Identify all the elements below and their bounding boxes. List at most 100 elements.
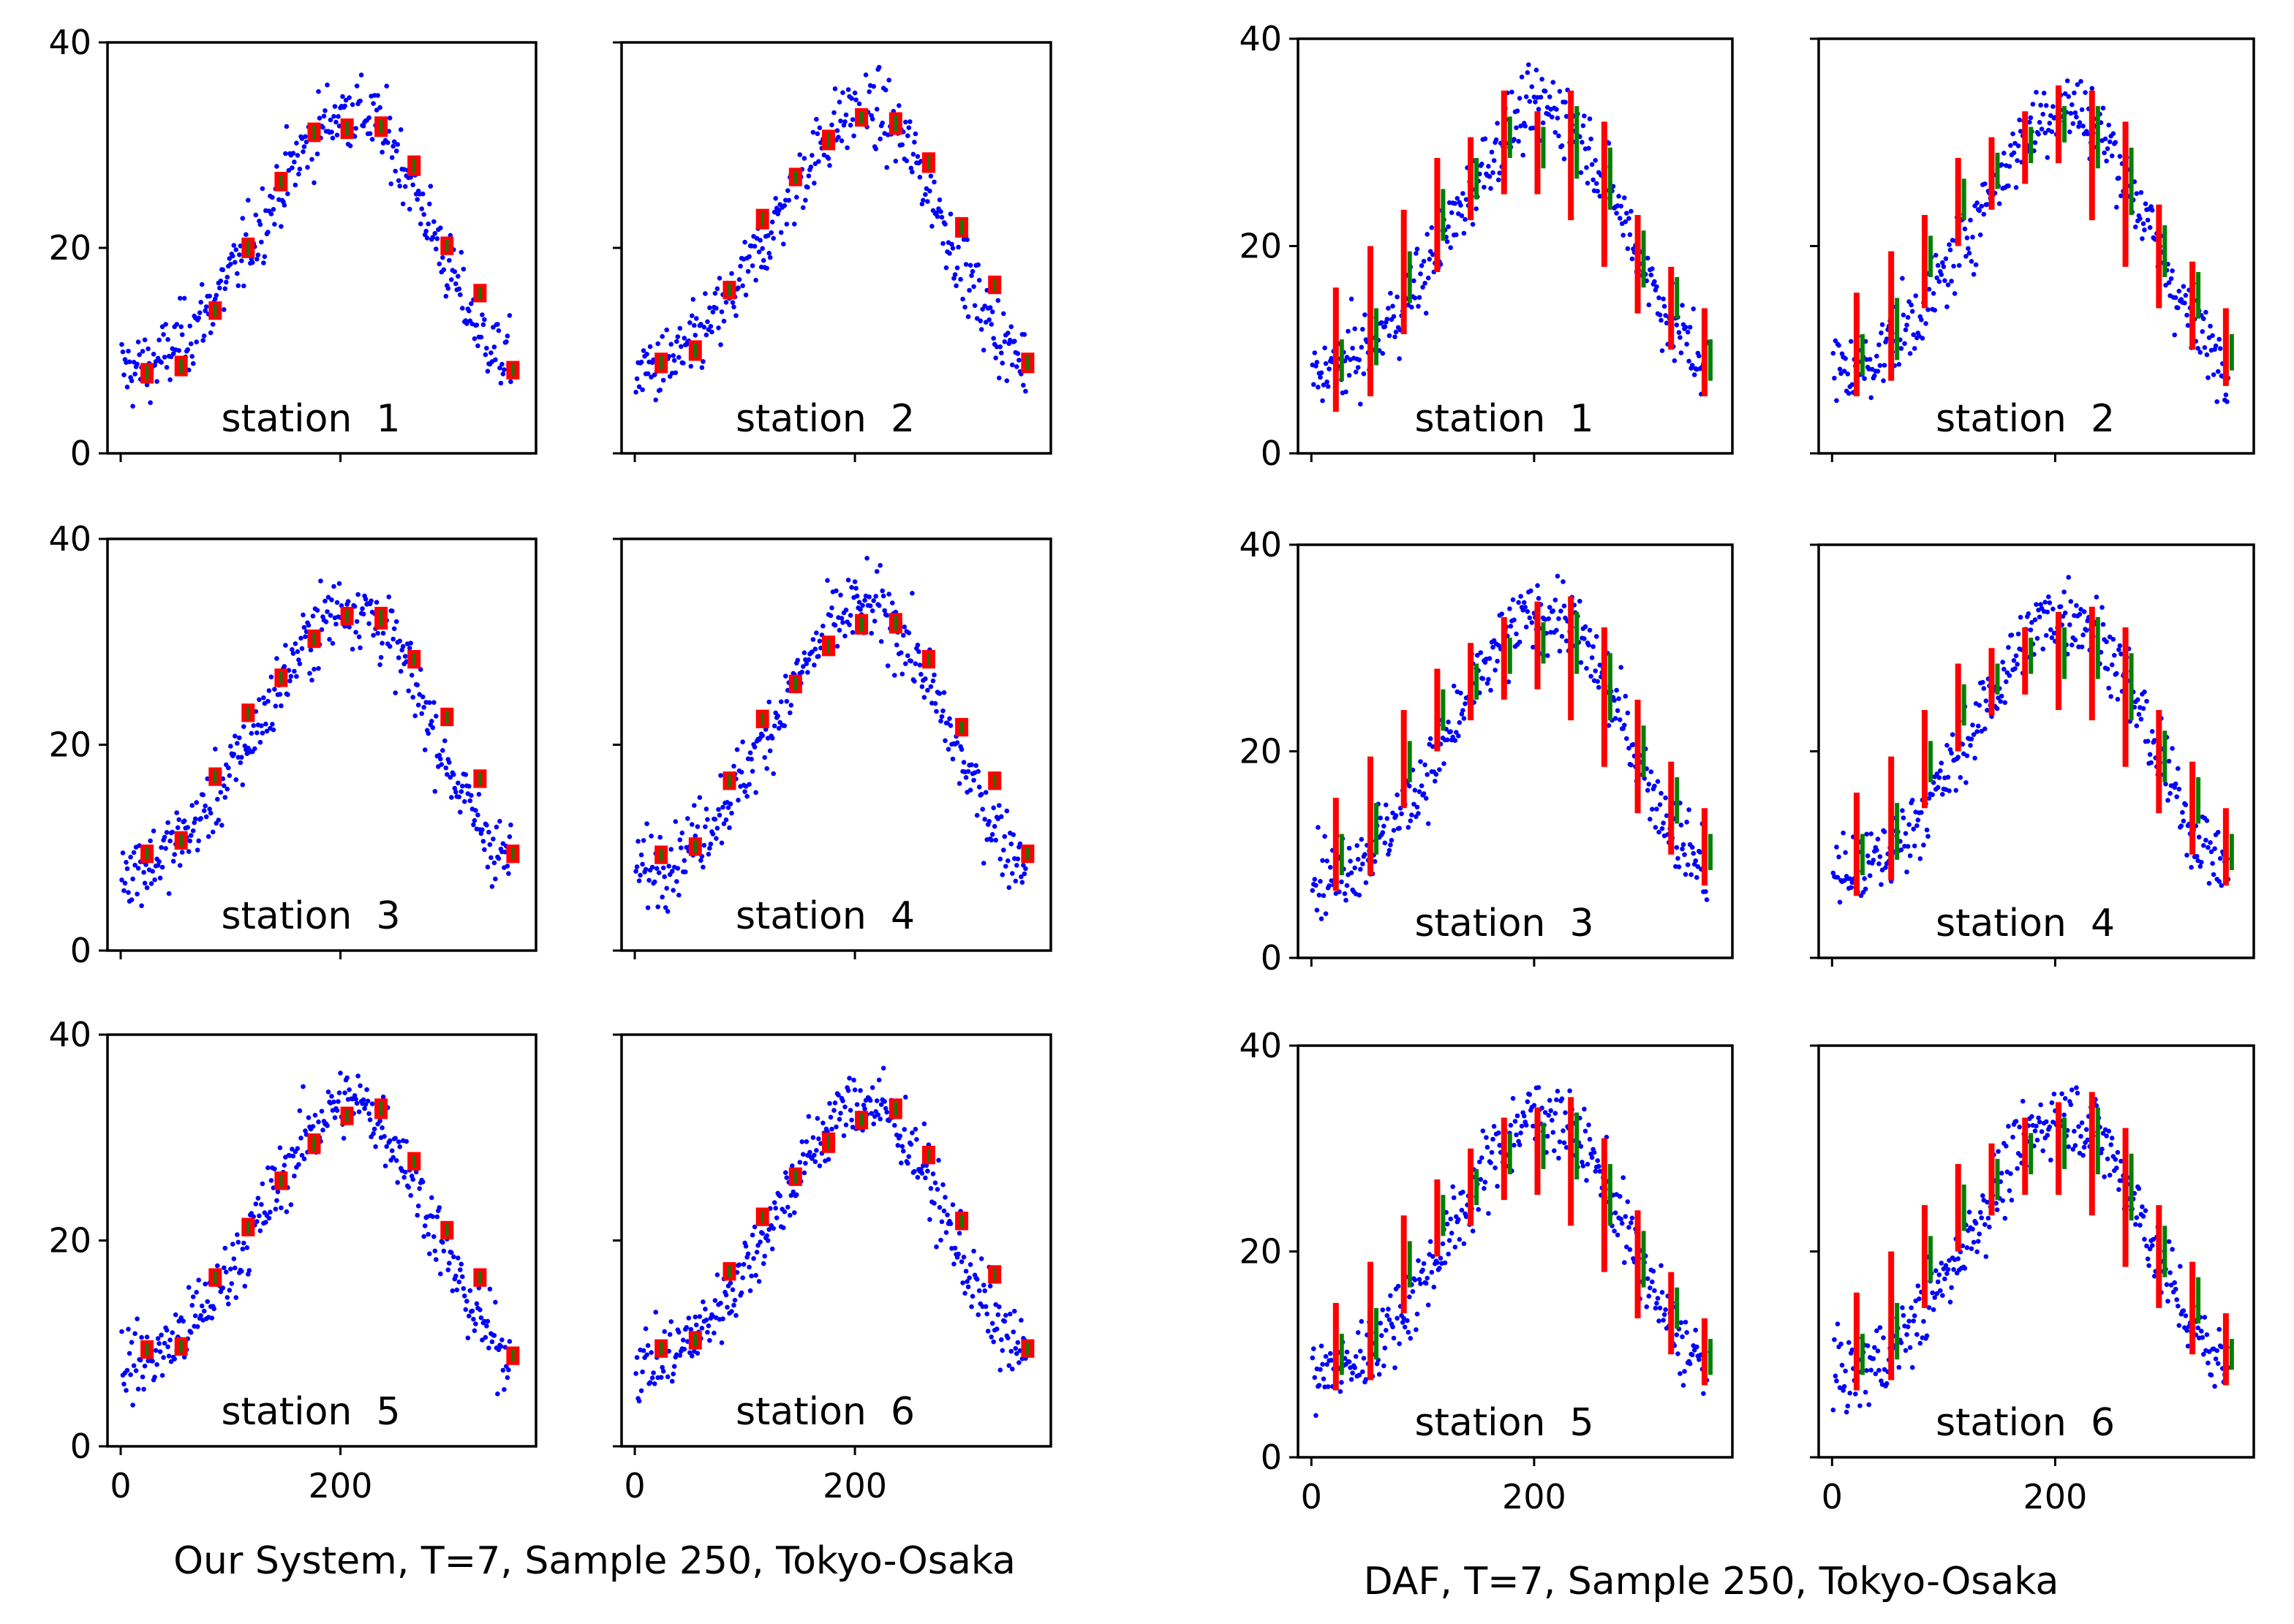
data-point	[810, 1135, 816, 1140]
data-point	[664, 327, 669, 333]
data-point	[791, 1189, 796, 1195]
data-point	[703, 1307, 708, 1312]
data-point	[2172, 332, 2177, 338]
data-point	[660, 865, 666, 871]
data-point	[505, 864, 510, 869]
data-point	[967, 788, 973, 793]
data-point	[1938, 1288, 1943, 1293]
data-point	[1425, 821, 1431, 826]
data-point	[1508, 624, 1514, 629]
data-point	[438, 756, 443, 762]
data-point	[2100, 622, 2106, 627]
data-point	[1617, 216, 1623, 221]
data-point	[1659, 826, 1665, 831]
data-point	[1909, 309, 1915, 314]
data-point	[200, 338, 206, 343]
data-point	[750, 1232, 755, 1238]
data-point	[957, 781, 962, 786]
data-point	[767, 254, 773, 260]
data-point	[989, 831, 995, 837]
station-label: station 4	[1936, 902, 2115, 945]
data-point	[2195, 1325, 2200, 1331]
data-point	[858, 1088, 863, 1093]
data-point	[801, 156, 807, 161]
data-point	[986, 317, 992, 322]
data-point	[730, 300, 736, 306]
data-point	[254, 257, 260, 262]
data-point	[1561, 1128, 1566, 1133]
data-point	[413, 1169, 419, 1175]
data-point	[2195, 346, 2200, 351]
data-point	[237, 735, 242, 741]
data-point	[407, 646, 412, 651]
data-point	[1904, 869, 1909, 875]
data-point	[1659, 1290, 1665, 1295]
data-point	[2034, 1137, 2040, 1143]
data-point	[1680, 846, 1685, 852]
data-point	[1525, 70, 1531, 75]
data-point	[1933, 1268, 1939, 1274]
data-point	[1874, 353, 1879, 359]
data-point	[1391, 828, 1397, 833]
data-point	[408, 175, 413, 180]
data-point	[2050, 104, 2056, 109]
data-point	[733, 313, 739, 319]
data-point	[1901, 312, 1906, 318]
data-point	[1495, 1130, 1501, 1136]
data-point	[196, 1277, 202, 1283]
data-point	[1008, 841, 1014, 847]
data-point	[401, 1174, 407, 1180]
data-point	[853, 97, 859, 102]
data-point	[782, 1209, 788, 1215]
data-point	[1582, 1106, 1587, 1112]
data-point	[1313, 1413, 1318, 1419]
data-point	[999, 814, 1004, 820]
data-point	[296, 657, 301, 662]
data-point	[487, 1286, 493, 1292]
data-point	[132, 1331, 137, 1337]
data-point	[1877, 363, 1883, 369]
data-point	[333, 119, 339, 125]
data-point	[241, 724, 246, 729]
data-point	[2102, 136, 2108, 142]
data-point	[1006, 1363, 1012, 1368]
data-point	[705, 1329, 710, 1335]
data-point	[469, 301, 474, 306]
data-point	[2212, 846, 2217, 851]
data-point	[2176, 786, 2182, 792]
data-point	[785, 1204, 791, 1210]
data-point	[1915, 817, 1921, 823]
station-label: station 5	[221, 1390, 400, 1434]
data-point	[1843, 1368, 1848, 1374]
data-point	[1876, 861, 1882, 866]
y-tick-label: 20	[1239, 732, 1282, 771]
data-point	[1981, 211, 1987, 217]
data-point	[2037, 1119, 2042, 1125]
data-point	[1832, 375, 1837, 381]
data-point	[940, 1182, 946, 1187]
data-point	[1546, 616, 1551, 622]
data-point	[1616, 194, 1621, 199]
data-point	[769, 1246, 775, 1252]
data-point	[943, 222, 948, 227]
data-point	[1418, 271, 1423, 276]
data-point	[354, 619, 360, 624]
data-point	[2042, 130, 2048, 136]
data-point	[1425, 275, 1431, 281]
data-point	[1484, 1135, 1489, 1140]
data-point	[895, 1143, 901, 1148]
data-point	[210, 322, 216, 327]
data-point	[2043, 1119, 2049, 1125]
data-point	[2183, 292, 2189, 298]
data-point	[810, 153, 815, 158]
data-point	[151, 828, 156, 834]
data-point	[1674, 845, 1680, 850]
data-point	[1925, 834, 1931, 839]
data-point	[2149, 208, 2155, 213]
data-point	[1535, 583, 1540, 589]
data-point	[884, 1109, 889, 1115]
data-point	[1934, 1291, 1939, 1296]
data-point	[671, 353, 676, 358]
data-point	[1380, 351, 1386, 356]
data-point	[913, 661, 918, 666]
